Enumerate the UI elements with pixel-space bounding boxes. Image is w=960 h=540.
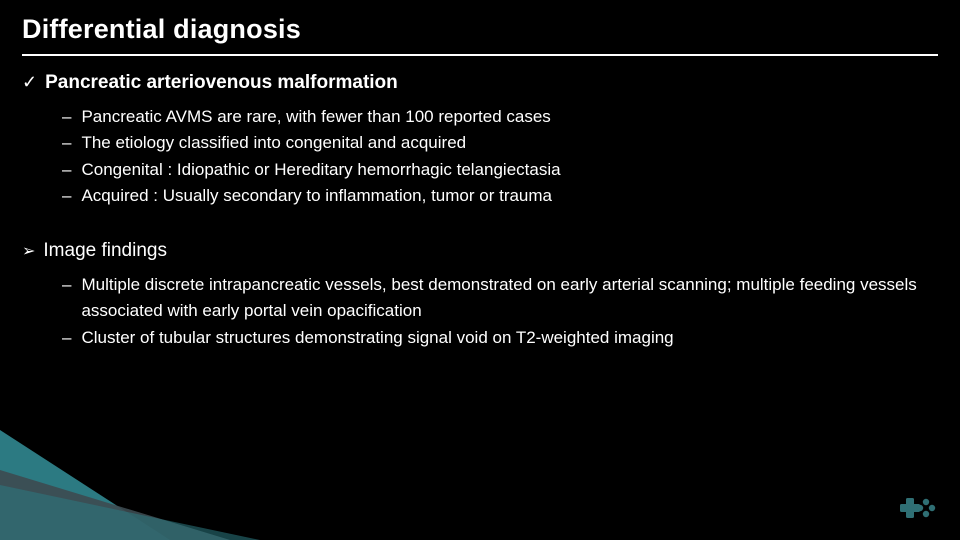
dash-icon: – (62, 157, 71, 183)
list-item-text: Pancreatic AVMS are rare, with fewer tha… (81, 104, 938, 130)
list-item: – Cluster of tubular structures demonstr… (62, 325, 938, 351)
list-item-text: Congenital : Idiopathic or Hereditary he… (81, 157, 938, 183)
list-item-text: Acquired : Usually secondary to inflamma… (81, 183, 938, 209)
slide-title: Differential diagnosis (22, 14, 301, 45)
triangle-icon: ➢ (22, 244, 35, 260)
section-2: ➢ Image findings – Multiple discrete int… (22, 240, 938, 351)
dash-icon: – (62, 272, 71, 298)
section-1-list: – Pancreatic AVMS are rare, with fewer t… (62, 104, 938, 209)
section-2-list: – Multiple discrete intrapancreatic vess… (62, 272, 938, 351)
list-item-text: Cluster of tubular structures demonstrat… (81, 325, 938, 351)
dash-icon: – (62, 183, 71, 209)
list-item-text: Multiple discrete intrapancreatic vessel… (81, 272, 938, 325)
list-item: – Pancreatic AVMS are rare, with fewer t… (62, 104, 938, 130)
list-item: – Multiple discrete intrapancreatic vess… (62, 272, 938, 325)
dash-icon: – (62, 325, 71, 351)
dash-icon: – (62, 130, 71, 156)
list-item: – The etiology classified into congenita… (62, 130, 938, 156)
list-item: – Congenital : Idiopathic or Hereditary … (62, 157, 938, 183)
section-1-heading-text: Pancreatic arteriovenous malformation (45, 72, 398, 94)
section-1-heading: ✓ Pancreatic arteriovenous malformation (22, 72, 938, 94)
dash-icon: – (62, 104, 71, 130)
section-2-heading-text: Image findings (43, 240, 167, 262)
corner-decoration (0, 430, 300, 540)
title-divider (22, 54, 938, 56)
logo-icon (894, 492, 938, 526)
check-icon: ✓ (22, 73, 37, 91)
list-item: – Acquired : Usually secondary to inflam… (62, 183, 938, 209)
list-item-text: The etiology classified into congenital … (81, 130, 938, 156)
section-2-heading: ➢ Image findings (22, 240, 938, 262)
section-1: ✓ Pancreatic arteriovenous malformation … (22, 72, 938, 209)
